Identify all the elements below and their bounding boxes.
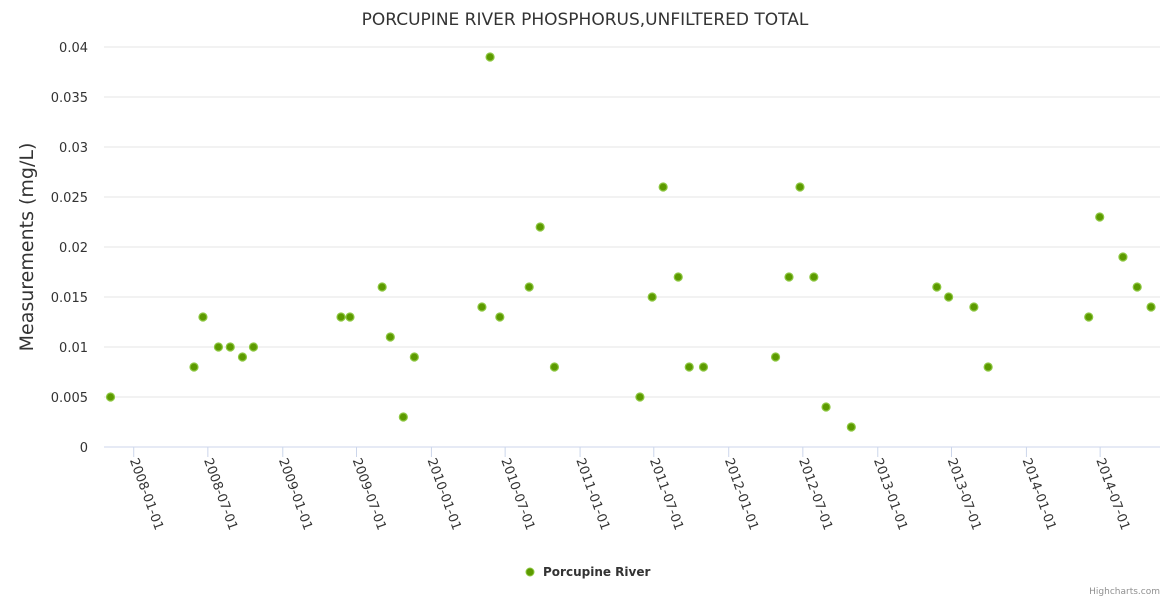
data-point[interactable] [524, 282, 534, 292]
y-tick-label: 0 [80, 441, 88, 456]
data-point[interactable] [213, 342, 224, 352]
x-tick-label: 2013-07-01 [944, 456, 984, 532]
data-point[interactable] [673, 272, 683, 282]
credits-link[interactable]: Highcharts.com [1089, 587, 1160, 597]
y-tick-label: 0.005 [51, 391, 88, 406]
data-point[interactable] [944, 292, 954, 302]
y-axis-label: Measurements (mg/L) [16, 143, 38, 352]
x-tick-label: 2012-07-01 [795, 456, 835, 532]
data-point[interactable] [821, 402, 831, 412]
data-point[interactable] [398, 412, 408, 422]
y-tick-label: 0.035 [51, 91, 88, 106]
data-point[interactable] [345, 312, 355, 322]
data-point[interactable] [336, 312, 346, 322]
data-point[interactable] [770, 352, 781, 362]
x-tick-label: 2010-01-01 [424, 456, 464, 532]
legend-item[interactable]: Porcupine River [525, 565, 650, 579]
data-point[interactable] [846, 422, 856, 432]
x-tick-label: 2012-01-01 [721, 456, 761, 532]
data-point[interactable] [784, 272, 794, 282]
y-tick-label: 0.01 [59, 341, 88, 356]
data-point[interactable] [698, 362, 709, 372]
data-point[interactable] [237, 352, 248, 362]
x-tick-label: 2011-01-01 [572, 456, 612, 532]
x-tick-label: 2011-07-01 [646, 456, 686, 532]
y-tick-label: 0.015 [51, 291, 88, 306]
data-point[interactable] [635, 392, 645, 402]
x-tick-label: 2010-07-01 [497, 456, 537, 532]
data-point[interactable] [377, 282, 387, 292]
x-tick-label: 2009-07-01 [349, 456, 389, 532]
chart-title: PORCUPINE RIVER PHOSPHORUS,UNFILTERED TO… [362, 10, 809, 30]
data-point[interactable] [225, 342, 235, 352]
data-point[interactable] [1118, 252, 1128, 262]
data-point[interactable] [647, 292, 657, 302]
data-point[interactable] [535, 222, 545, 232]
x-tick-label: 2014-01-01 [1019, 456, 1059, 532]
y-tick-label: 0.03 [59, 141, 88, 156]
y-tick-label: 0.04 [59, 41, 88, 56]
data-point[interactable] [409, 352, 419, 362]
grid-lines [104, 46, 1160, 398]
data-point[interactable] [684, 362, 694, 372]
data-point[interactable] [932, 282, 942, 292]
series-points [105, 52, 1156, 432]
y-tick-label: 0.02 [59, 241, 88, 256]
legend-marker [525, 567, 535, 577]
data-point[interactable] [1132, 282, 1142, 292]
data-point[interactable] [485, 52, 495, 62]
x-tick-label: 2014-07-01 [1092, 456, 1132, 532]
x-tick-label: 2013-01-01 [870, 456, 910, 532]
data-point[interactable] [477, 302, 487, 312]
data-point[interactable] [248, 342, 259, 352]
x-tick-label: 2008-01-01 [126, 456, 166, 532]
data-point[interactable] [1095, 212, 1105, 222]
data-point[interactable] [549, 362, 560, 372]
x-tick-label: 2009-01-01 [275, 456, 315, 532]
data-point[interactable] [495, 312, 505, 322]
data-point[interactable] [983, 362, 993, 372]
x-tick-label: 2008-07-01 [200, 456, 240, 532]
x-axis-ticks: 2008-01-01 2008-07-01 2009-01-01 2009-07-01… [126, 447, 1132, 532]
data-point[interactable] [969, 302, 979, 312]
data-point[interactable] [1146, 302, 1156, 312]
data-point[interactable] [795, 182, 805, 192]
y-axis-ticks: 0 0.005 0.01 0.015 0.02 0.025 0.03 0.035 0.04 [51, 41, 88, 456]
data-point[interactable] [809, 272, 819, 282]
data-point[interactable] [198, 312, 208, 322]
data-point[interactable] [658, 182, 668, 192]
data-point[interactable] [1084, 312, 1094, 322]
legend-label: Porcupine River [543, 565, 650, 579]
data-point[interactable] [189, 362, 199, 372]
data-point[interactable] [105, 392, 116, 402]
data-point[interactable] [385, 332, 395, 342]
y-tick-label: 0.025 [51, 191, 88, 206]
